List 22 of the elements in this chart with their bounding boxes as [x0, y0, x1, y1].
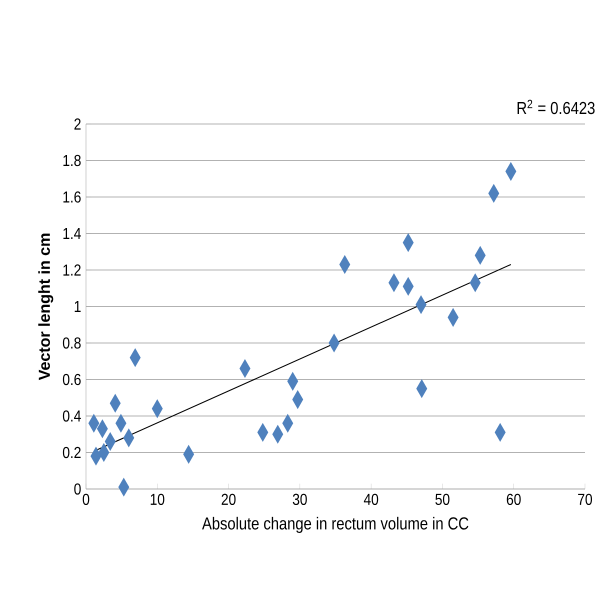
- x-tick-label: 40: [364, 494, 378, 506]
- y-tick-label: 1.2: [63, 264, 81, 276]
- x-tick-label: 0: [82, 494, 90, 506]
- x-tick-label: 20: [222, 494, 236, 506]
- x-tick-label: 70: [578, 494, 592, 506]
- y-axis-title: Vector lenght in cm: [38, 234, 54, 380]
- y-tick-label: 0.6: [62, 374, 81, 386]
- x-axis-title: Absolute change in rectum volume in CC: [202, 516, 468, 533]
- y-tick-label: 0.8: [62, 337, 81, 349]
- y-tick-label: 0: [74, 483, 81, 495]
- y-tick-label: 1: [74, 300, 81, 312]
- x-tick-label: 50: [435, 494, 450, 506]
- y-tick-label: 1.4: [63, 228, 81, 239]
- x-tick-label: 10: [150, 494, 164, 506]
- x-tick-label: 60: [506, 494, 521, 506]
- text: R$^{2}$ = 0.6423: [518, 100, 595, 114]
- y-tick-label: 0.2: [62, 446, 81, 458]
- y-tick-label: 0.4: [62, 410, 81, 422]
- x-tick-label: 30: [292, 494, 307, 506]
- y-tick-label: 1.8: [63, 154, 81, 166]
- y-tick-label: 1.6: [63, 191, 81, 203]
- y-tick-label: 2: [74, 118, 81, 130]
